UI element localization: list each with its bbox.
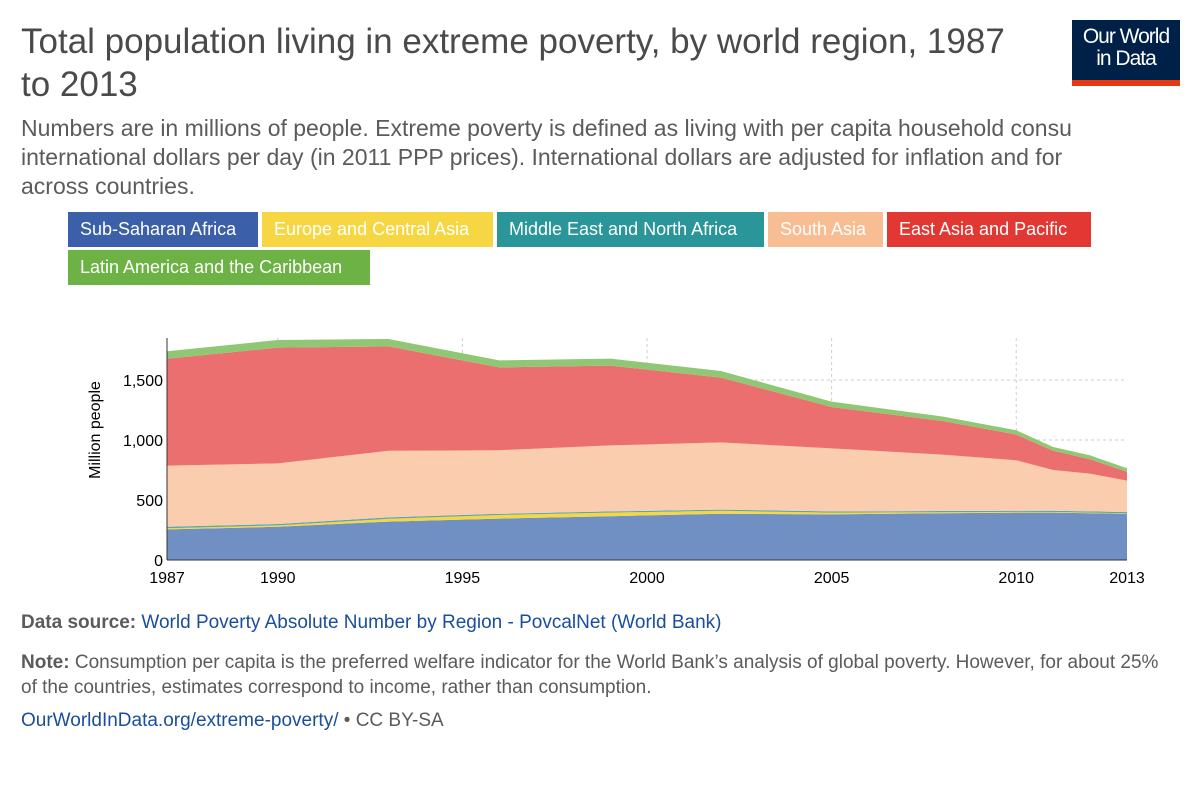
legend-item-europe-central-asia[interactable]: Europe and Central Asia — [262, 212, 493, 247]
stacked-area-chart: 0 500 1,000 1,500 1987 1990 1995 2000 2005 2010 20… — [87, 338, 1145, 587]
chart-title: Total population living in extreme pover… — [21, 22, 1005, 104]
subtitle-line: across countries. — [21, 173, 195, 199]
area-middle-east-and-north-africa — [167, 509, 1127, 529]
x-tick-label: 1995 — [445, 570, 481, 587]
area-sub-saharan-africa — [167, 512, 1127, 560]
x-tick-label: 2010 — [998, 570, 1034, 587]
note: Note: Consumption per capita is the pref… — [21, 650, 1171, 700]
note-label: Note: — [21, 652, 70, 673]
axes: 0 500 1,000 1,500 1987 1990 1995 2000 2005 2010 20… — [123, 338, 1145, 587]
license-text: • CC BY-SA — [338, 710, 444, 731]
logo-text: Our World — [1082, 25, 1170, 48]
subtitle-line: international dollars per day (in 2011 P… — [21, 144, 1063, 170]
subtitle-line: Numbers are in millions of people. Extre… — [21, 115, 1072, 141]
y-tick-label: 1,500 — [123, 373, 163, 390]
legend-item-south-asia[interactable]: South Asia — [768, 212, 883, 247]
x-tick-label: 1987 — [149, 570, 185, 587]
owid-url-link[interactable]: OurWorldInData.org/extreme-poverty/ — [21, 710, 339, 731]
x-tick-label: 2013 — [1109, 570, 1145, 587]
y-tick-label: 500 — [136, 493, 163, 510]
y-tick-label: 1,000 — [123, 433, 163, 450]
area-east-asia-and-pacific — [167, 346, 1127, 481]
footer-url-line: OurWorldInData.org/extreme-poverty/ • CC… — [21, 710, 444, 732]
area-south-asia — [167, 442, 1127, 527]
area-europe-and-central-asia — [167, 510, 1127, 530]
area-series — [167, 339, 1127, 560]
legend-item-latin-america-caribbean[interactable]: Latin America and the Caribbean — [68, 250, 370, 285]
x-tick-label: 2000 — [629, 570, 665, 587]
legend-item-east-asia-pacific[interactable]: East Asia and Pacific — [887, 212, 1091, 247]
chart-subtitle: Numbers are in millions of people. Extre… — [21, 114, 1200, 201]
x-tick-label: 1990 — [260, 570, 296, 587]
legend-item-middle-east-north-africa[interactable]: Middle East and North Africa — [497, 212, 764, 247]
legend-item-sub-saharan-africa[interactable]: Sub-Saharan Africa — [68, 212, 258, 247]
y-tick-label: 0 — [154, 553, 163, 570]
area-latin-america-and-the-caribbean — [167, 339, 1127, 472]
source-link[interactable]: World Poverty Absolute Number by Region … — [141, 612, 722, 633]
owid-logo[interactable]: Our World in Data — [1072, 20, 1180, 86]
logo-text: in Data — [1096, 47, 1157, 70]
x-tick-label: 2005 — [814, 570, 850, 587]
data-source: Data source: World Poverty Absolute Numb… — [21, 612, 721, 634]
note-text: Consumption per capita is the preferred … — [21, 652, 1159, 698]
source-label: Data source: — [21, 612, 137, 633]
y-axis-label: Million people — [87, 381, 104, 479]
